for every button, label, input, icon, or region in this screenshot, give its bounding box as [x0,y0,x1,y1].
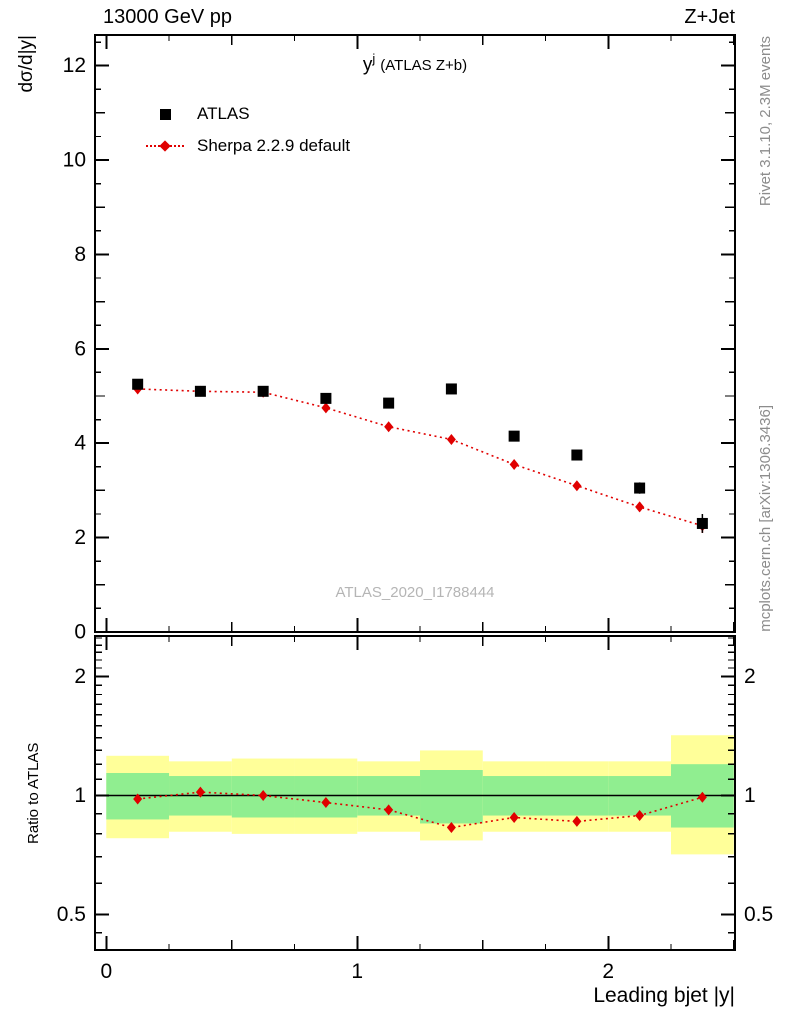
svg-text:1: 1 [351,960,363,983]
atlas-square-marker-icon [146,107,184,121]
svg-text:6: 6 [74,337,86,360]
x-axis-label: Leading bjet |y| [593,984,735,1007]
svg-text:1: 1 [744,784,756,807]
svg-text:2: 2 [602,960,614,983]
svg-text:2: 2 [74,526,86,549]
plot-title: yj (ATLAS Z+b) [95,51,735,76]
svg-text:0.5: 0.5 [57,903,86,926]
rivet-version-note: Rivet 3.1.10, 2.3M events [757,36,774,207]
svg-text:4: 4 [74,432,86,455]
beam-energy-label: 13000 GeV pp [103,6,232,28]
sherpa-diamond-marker-icon [146,139,184,153]
svg-text:8: 8 [74,243,86,266]
analysis-watermark: ATLAS_2020_I1788444 [335,584,495,601]
svg-text:0: 0 [100,960,112,983]
legend: ATLAS Sherpa 2.2.9 default [146,98,350,162]
legend-label-sherpa: Sherpa 2.2.9 default [197,136,351,155]
mcplots-arxiv-note: mcplots.cern.ch [arXiv:1306.3436] [757,405,774,632]
svg-text:10: 10 [63,149,86,172]
svg-text:12: 12 [63,54,86,77]
legend-item-sherpa: Sherpa 2.2.9 default [146,130,350,162]
process-label: Z+Jet [684,6,735,28]
main-y-axis-label: dσ/d|y| [16,35,37,93]
plot-title-suffix: (ATLAS Z+b) [380,57,468,75]
svg-text:0: 0 [74,621,86,644]
legend-item-atlas: ATLAS [146,98,350,130]
svg-text:0.5: 0.5 [744,903,773,926]
svg-text:2: 2 [74,665,86,688]
plot-title-sup: j [372,51,376,66]
plot-title-base: y [362,54,373,76]
legend-label-atlas: ATLAS [197,104,250,123]
svg-text:1: 1 [74,784,86,807]
ratio-y-axis-label: Ratio to ATLAS [25,742,42,845]
svg-text:2: 2 [744,665,756,688]
